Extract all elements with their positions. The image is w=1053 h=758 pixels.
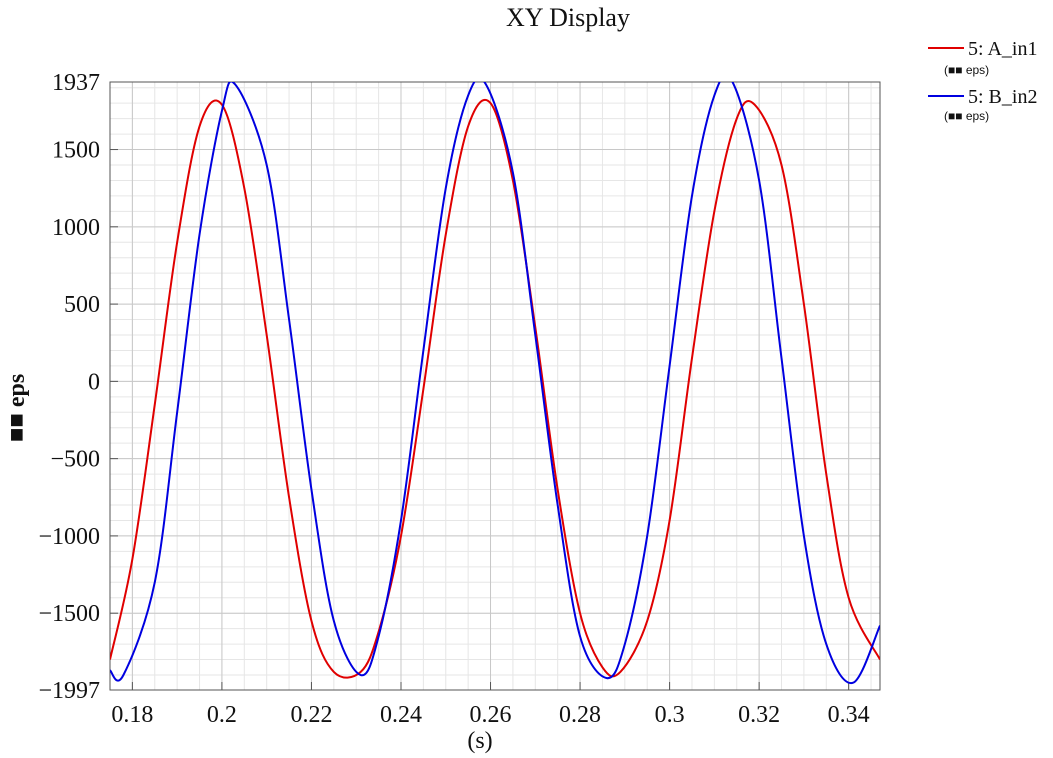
- y-tick-label: −1997: [38, 678, 100, 704]
- chart-title: XY Display: [506, 3, 630, 32]
- x-tick-label: 0.26: [470, 702, 512, 728]
- x-tick-label: 0.18: [111, 702, 153, 728]
- x-tick-label: 0.32: [738, 702, 780, 728]
- series-line-a-in1: [110, 98, 880, 679]
- x-tick-label: 0.24: [380, 702, 422, 728]
- y-tick-label: 0: [88, 369, 100, 395]
- axis-ticks: [110, 81, 850, 691]
- x-tick-label: 0.28: [559, 702, 601, 728]
- y-tick-label: 1000: [52, 215, 100, 241]
- plot-frame: [109, 81, 881, 691]
- grid-layer: [110, 81, 880, 691]
- y-tick-label: −1000: [38, 524, 100, 550]
- legend-item-a-in1[interactable]: 5: A_in1 (■■ eps): [928, 38, 1037, 77]
- x-tick-label: 0.22: [290, 702, 332, 728]
- legend-unit-a-in1: (■■ eps): [944, 63, 989, 77]
- y-axis-label: ■■ eps: [4, 374, 30, 442]
- y-axis-tick-labels: 1937 1500 1000 500 0 −500 −1000 −1500 −1997: [38, 70, 100, 704]
- legend-item-b-in2[interactable]: 5: B_in2 (■■ eps): [928, 86, 1037, 123]
- y-tick-label: 1937: [52, 70, 100, 96]
- y-tick-label: 1500: [52, 138, 100, 164]
- series-line-b-in2: [110, 82, 880, 684]
- x-axis-label: (s): [467, 728, 492, 754]
- y-tick-label: 500: [64, 292, 100, 318]
- legend[interactable]: 5: A_in1 (■■ eps) 5: B_in2 (■■ eps): [928, 38, 1037, 123]
- series-layer: [110, 82, 880, 684]
- y-tick-label: −500: [50, 447, 100, 473]
- x-tick-label: 0.3: [655, 702, 685, 728]
- x-axis-tick-labels: 0.18 0.2 0.22 0.24 0.26 0.28 0.3 0.32 0.34: [111, 702, 869, 728]
- x-tick-label: 0.2: [207, 702, 237, 728]
- legend-unit-b-in2: (■■ eps): [944, 109, 989, 123]
- x-tick-label: 0.34: [828, 702, 870, 728]
- legend-label-a-in1: 5: A_in1: [968, 38, 1037, 60]
- legend-label-b-in2: 5: B_in2: [968, 86, 1037, 108]
- y-tick-label: −1500: [38, 601, 100, 627]
